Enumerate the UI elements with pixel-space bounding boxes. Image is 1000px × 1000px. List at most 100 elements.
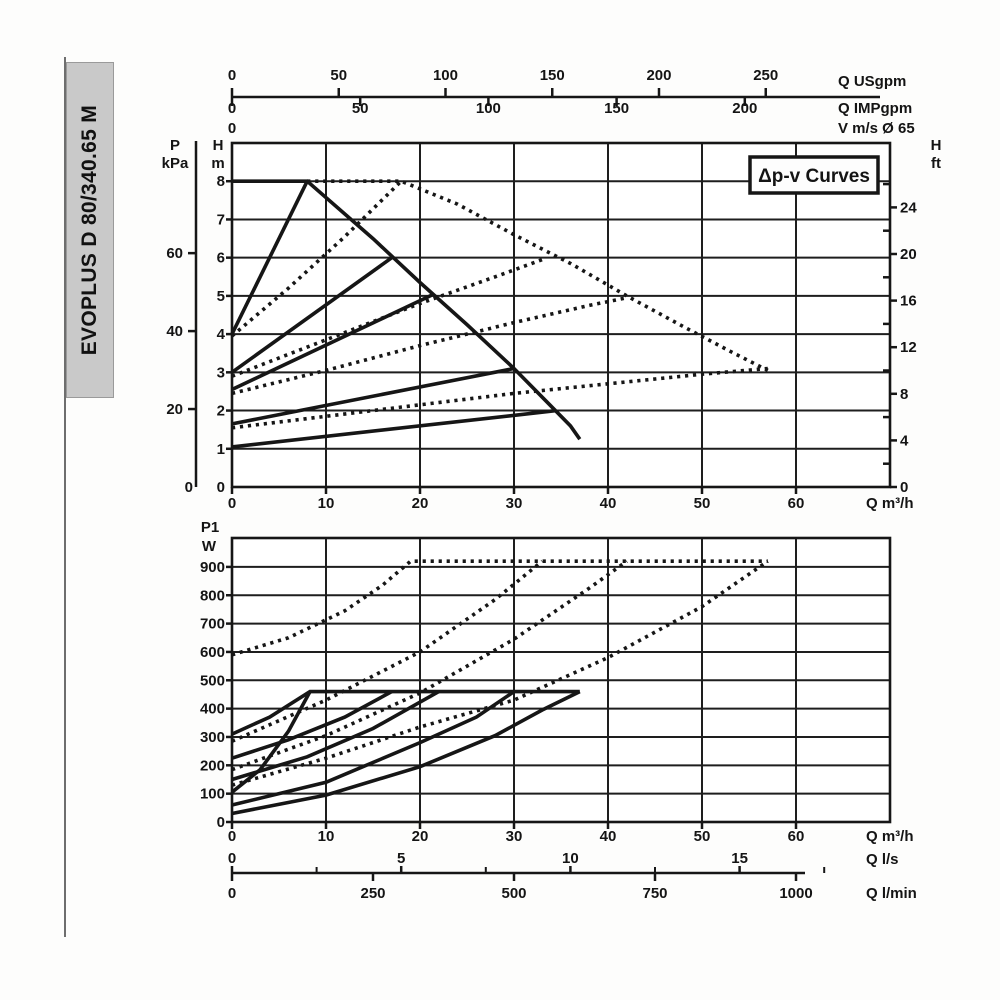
bottom-q-tick-label: 50 [694,828,711,845]
series-power-setpoint-5m-parallel [231,559,628,772]
p1-tick-label: 100 [200,786,225,803]
badge-label: Δp-v Curves [758,166,870,187]
usgpm-tick-label: 100 [433,67,458,84]
left-rule [64,57,66,937]
series-setpoint-6m-single [230,256,393,374]
bottom-flow-axis-name: Q m³/h [866,828,914,845]
p1-tick-label: 300 [200,729,225,746]
head-chart-border [230,141,892,489]
p1-tick-label: 700 [200,616,225,633]
p1-axis-unit: W [202,538,217,555]
h-zero-label: 0 [217,479,225,496]
h-tick-label: 3 [217,364,225,381]
bottom-q-tick-label: 30 [506,828,523,845]
impgpm-tick-label: 150 [604,100,629,117]
top-q-tick-label: 10 [318,495,335,512]
series-power-setpoint-5m-single [231,690,440,782]
impgpm-axis-name: Q IMPgpm [838,100,912,117]
usgpm-tick-label: 200 [646,67,671,84]
p1-axis-name: P1 [201,519,219,536]
lmin-tick-label: 250 [360,885,385,902]
p-tick-label: 20 [166,401,183,418]
velocity-axis-name: V m/s Ø 65 [838,120,915,137]
h-tick-label: 8 [217,173,225,190]
p1-tick-label: 900 [200,559,225,576]
usgpm-axis-name: Q USgpm [838,73,906,90]
usgpm-tick-label: 50 [330,67,347,84]
head-chart-background [232,143,890,487]
series-power-setpoint-2m-single [231,689,581,816]
series-power-setpoint-3m-single [231,690,516,807]
ft-tick-label: 8 [900,386,908,403]
series-setpoint-2m-single [231,408,557,449]
usgpm-tick-label: 0 [228,67,236,84]
series-setpoint-5m-single [231,292,435,392]
dpv-curves-badge: Δp-v Curves [748,155,880,195]
impgpm-tick-label: 100 [476,100,501,117]
ft-tick-label: 20 [900,246,917,263]
top-flow-axis-name: Q m³/h [866,495,914,512]
ft-axis-unit: ft [931,155,941,172]
top-q-tick-label: 30 [506,495,523,512]
series-power-setpoint-6m-parallel [231,559,544,743]
p-axis-name: P [170,137,180,154]
h-tick-label: 6 [217,250,225,267]
ls-tick-label: 15 [731,850,748,867]
h-axis-name: H [213,137,224,154]
p1-tick-label: 0 [217,814,225,831]
usgpm-tick-label: 150 [540,67,565,84]
ls-tick-label: 0 [228,850,236,867]
p1-tick-label: 500 [200,672,225,689]
series-power-max-single [231,689,580,736]
p-tick-label: 40 [166,323,183,340]
top-q-tick-label: 40 [600,495,617,512]
top-q-tick-label: 20 [412,495,429,512]
series-max-speed-curve-single [232,179,582,441]
bottom-q-tick-label: 60 [788,828,805,845]
h-tick-label: 2 [217,403,225,420]
impgpm-tick-label: 50 [352,100,369,117]
top-q-tick-label: 60 [788,495,805,512]
impgpm-tick-label: 0 [228,100,236,117]
ft-tick-label: 24 [900,199,917,216]
usgpm-tick-label: 250 [753,67,778,84]
p-tick-label: 60 [166,245,183,262]
series-setpoint-8m-parallel [230,179,403,338]
bottom-q-tick-label: 0 [228,828,236,845]
bottom-q-tick-label: 40 [600,828,617,845]
p1-tick-label: 800 [200,587,225,604]
lmin-tick-label: 500 [501,885,526,902]
lmin-tick-label: 750 [642,885,667,902]
series-setpoint-5m-parallel [231,296,628,396]
lmin-tick-label: 0 [228,885,236,902]
model-label-bar: EVOPLUS D 80/340.65 M [66,62,114,398]
p-zero-label: 0 [185,479,193,496]
series-power-setpoint-3m-parallel [231,559,769,787]
series-setpoint-8m-single [230,180,309,335]
top-q-tick-label: 50 [694,495,711,512]
ft-tick-label: 4 [900,432,909,449]
velocity-tick-label: 0 [228,120,236,137]
lmin-axis-name: Q l/min [866,885,917,902]
impgpm-tick-label: 200 [732,100,757,117]
p1-tick-label: 600 [200,644,225,661]
h-tick-label: 7 [217,211,225,228]
series-setpoint-3m-single [231,366,515,426]
h-axis-unit: m [211,155,224,172]
bottom-q-tick-label: 20 [412,828,429,845]
p1-tick-label: 400 [200,701,225,718]
series-max-speed-curve-parallel [307,179,769,373]
h-tick-label: 4 [217,326,226,343]
p1-tick-label: 200 [200,757,225,774]
p-axis-unit: kPa [162,155,189,172]
series-power-setpoint-6m-single [231,690,393,760]
top-q-tick-label: 0 [228,495,236,512]
ft-tick-label: 12 [900,339,917,356]
ft-tick-label: 16 [900,293,917,310]
lmin-tick-label: 1000 [779,885,812,902]
series-setpoint-6m-parallel [231,257,543,378]
h-tick-label: 5 [217,288,225,305]
ls-axis-name: Q l/s [866,851,899,868]
